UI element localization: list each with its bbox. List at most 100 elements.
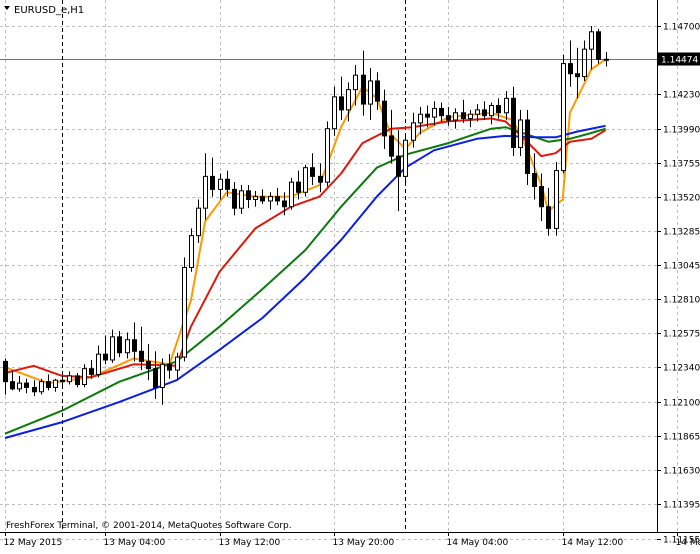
- candle-body-bear: [140, 351, 144, 361]
- candle-body-bull: [404, 140, 408, 176]
- candle-body-bear: [376, 81, 380, 101]
- candle[interactable]: [526, 110, 530, 185]
- candle-body-bear: [33, 387, 37, 391]
- price-tick-label: 1.12575: [663, 330, 700, 340]
- candle-body-bull: [183, 267, 187, 357]
- time-tick-label: 13 May 20:00: [333, 538, 395, 548]
- candle[interactable]: [562, 55, 566, 174]
- candle-body-bull: [190, 236, 194, 268]
- candle-body-bull: [490, 106, 494, 116]
- candle-body-bear: [597, 32, 601, 59]
- candle-body-bull: [562, 64, 566, 171]
- candle-body-bull: [419, 114, 423, 123]
- candle-body-bear: [540, 186, 544, 206]
- candle-body-bull: [97, 354, 101, 374]
- candle-body-bear: [133, 340, 137, 352]
- candle-body-bear: [154, 369, 158, 388]
- time-tick-label: 14 May 12:00: [562, 538, 624, 548]
- candle-body-bear: [61, 380, 65, 381]
- price-label-text: 1.14474: [661, 56, 698, 66]
- candle-body-bear: [397, 156, 401, 176]
- candle-body-bear: [283, 201, 287, 207]
- candle-body-bull: [333, 97, 337, 129]
- candle-body-bull: [240, 191, 244, 208]
- candle-body-bear: [261, 197, 265, 201]
- candle-body-bull: [347, 90, 351, 110]
- price-tick-label: 1.11630: [663, 467, 700, 477]
- candle-body-bull: [326, 129, 330, 182]
- price-tick-label: 1.14700: [663, 23, 700, 33]
- candle[interactable]: [304, 165, 308, 197]
- candle-body-bull: [519, 120, 523, 147]
- price-tick-label: 1.13990: [663, 126, 700, 136]
- candle-body-bear: [233, 189, 237, 208]
- candle-body-bear: [247, 191, 251, 200]
- candle-body-bear: [25, 383, 29, 387]
- candle-body-bull: [254, 197, 258, 200]
- candle[interactable]: [290, 178, 294, 210]
- candle-body-bull: [476, 110, 480, 114]
- candle-body-bear: [168, 364, 172, 370]
- candle-body-bull: [469, 114, 473, 118]
- price-tick-label: 1.13755: [663, 160, 700, 170]
- time-tick-label: 13 May 04:00: [104, 538, 166, 548]
- candle-body-bull: [304, 168, 308, 193]
- candle-body-bear: [362, 75, 366, 104]
- price-tick-label: 1.14230: [663, 91, 700, 101]
- price-tick-label: 1.12810: [663, 296, 700, 306]
- candle-body-bear: [483, 110, 487, 116]
- candle-body-bull: [505, 98, 509, 112]
- candle-body-bear: [462, 113, 466, 119]
- candle-body-bear: [211, 176, 215, 189]
- candle-body-bull: [590, 32, 594, 49]
- candle-body-bull: [204, 176, 208, 208]
- candle-body-bear: [147, 361, 151, 368]
- candle-body-bull: [176, 357, 180, 370]
- candle-body-bear: [447, 116, 451, 120]
- candle-body-bull: [68, 376, 72, 382]
- candle-body-bear: [4, 361, 8, 381]
- candle-body-bear: [276, 197, 280, 201]
- candle-body-bear: [547, 207, 551, 229]
- candle[interactable]: [597, 29, 601, 64]
- price-tick-label: 1.13285: [663, 228, 700, 238]
- chart-title: EURUSD_e,H1: [14, 5, 84, 16]
- candle-body-bull: [18, 383, 22, 389]
- candle-body-bear: [311, 168, 315, 177]
- candle-body-bear: [90, 369, 94, 375]
- candle-body-bull: [412, 123, 416, 140]
- time-tick-label: 12 May 2015: [4, 538, 63, 548]
- candle-body-bear: [104, 354, 108, 360]
- candle-body-bull: [369, 81, 373, 104]
- candle-body-bull: [454, 113, 458, 120]
- candle-body-bear: [118, 337, 122, 353]
- candle-body-bear: [76, 376, 80, 385]
- candle-body-bull: [161, 364, 165, 387]
- candle-body-bear: [390, 136, 394, 156]
- candle-body-bear: [576, 74, 580, 77]
- candle-body-bear: [297, 182, 301, 192]
- candle[interactable]: [326, 121, 330, 186]
- candle-body-bull: [126, 340, 130, 353]
- candle-body-bull: [111, 337, 115, 360]
- candle-body-bull: [433, 108, 437, 117]
- candle[interactable]: [555, 162, 559, 236]
- candle-body-bear: [569, 64, 573, 74]
- candle[interactable]: [183, 257, 187, 361]
- candle-body-bear: [383, 101, 387, 136]
- price-tick-label: 1.13520: [663, 194, 700, 204]
- candle-body-bear: [526, 120, 530, 173]
- candle-body-bear: [226, 179, 230, 189]
- price-tick-label: 1.12340: [663, 364, 700, 374]
- candle-body-bull: [40, 382, 44, 392]
- candle-body-bull: [269, 197, 273, 201]
- price-tick-label: 1.12100: [663, 399, 700, 409]
- candle-body-bear: [47, 382, 51, 388]
- price-tick-label: 1.11865: [663, 433, 700, 443]
- candle-body-bull: [83, 369, 87, 385]
- candle-body-bull: [219, 179, 223, 189]
- candle-body-bear: [533, 173, 537, 186]
- candle-body-bear: [340, 97, 344, 110]
